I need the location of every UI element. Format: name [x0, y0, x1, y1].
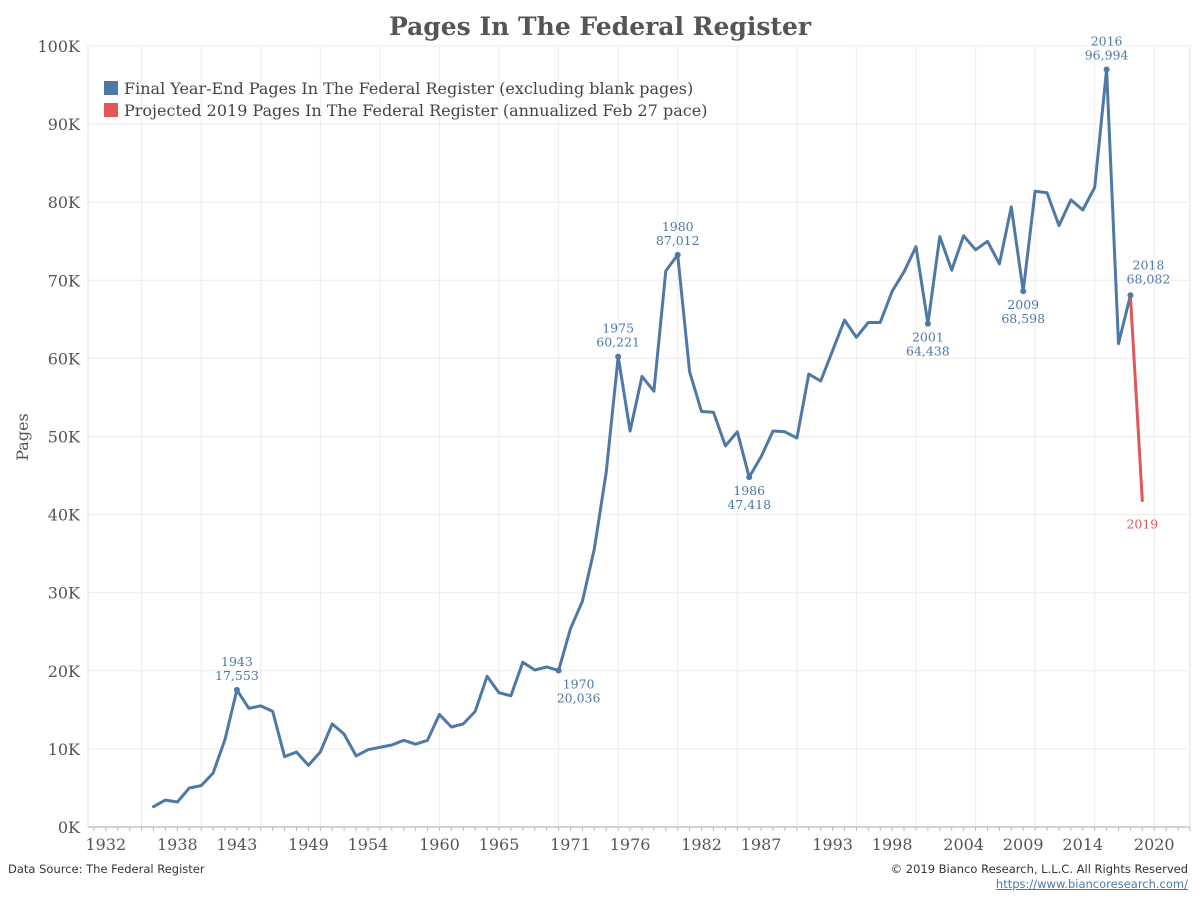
annotation-value: 60,221	[596, 335, 640, 350]
x-tick-label: 2009	[1003, 835, 1044, 854]
x-tick-label: 1976	[610, 835, 651, 854]
annotation-year: 1970	[563, 677, 595, 692]
annotation-value: 68,598	[1001, 311, 1045, 326]
y-tick-label: 10K	[48, 740, 81, 759]
annotation-marker	[1127, 292, 1134, 299]
annotation-marker	[1020, 288, 1027, 295]
x-tick-label: 1938	[157, 835, 198, 854]
y-tick-label: 60K	[48, 349, 81, 368]
annotation-year: 1986	[733, 483, 765, 498]
annotation-marker	[674, 251, 681, 258]
y-axis-label: Pages	[13, 413, 32, 461]
website-link[interactable]: https://www.biancoresearch.com/	[995, 877, 1188, 891]
data-source: Data Source: The Federal Register	[8, 862, 205, 876]
y-tick-label: 30K	[48, 584, 81, 603]
annotation-value: 68,082	[1127, 271, 1171, 286]
annotation-year: 2018	[1133, 257, 1165, 272]
annotation-year: 1975	[602, 321, 634, 336]
annotation-year: 2001	[912, 330, 944, 345]
axes: 0K 10K 20K 30K 40K 50K 60K 70K 80K 90K 100K 1932 193…	[38, 37, 1191, 854]
x-tick-label: 1965	[479, 835, 520, 854]
x-tick-label: 1998	[872, 835, 913, 854]
x-tick-label: 1932	[86, 835, 127, 854]
legend-label-series-0: Final Year-End Pages In The Federal Regi…	[124, 79, 693, 98]
annotation-year: 2009	[1007, 297, 1039, 312]
legend: Final Year-End Pages In The Federal Regi…	[104, 79, 707, 120]
annotation-value: 20,036	[557, 691, 601, 706]
annotation-value: 87,012	[656, 233, 700, 248]
y-tick-label: 70K	[48, 271, 81, 290]
footer-right: © 2019 Bianco Research, L.L.C. All Right…	[891, 862, 1188, 892]
annotation-value: 47,418	[727, 497, 771, 512]
annotation-year: 1980	[662, 219, 694, 234]
x-tick-label: 1949	[288, 835, 329, 854]
series-line-1	[1128, 293, 1144, 502]
y-tick-label: 0K	[58, 818, 81, 837]
x-tick-label: 1993	[812, 835, 853, 854]
x-tick-label: 2020	[1134, 835, 1175, 854]
annotation-value: 17,553	[215, 668, 259, 683]
legend-swatch-series-1	[104, 103, 118, 117]
annotation-marker	[555, 667, 562, 674]
x-tick-label: 2004	[943, 835, 984, 854]
annotation-year: 2016	[1091, 33, 1123, 48]
y-tick-label: 50K	[48, 428, 81, 447]
x-tick-label: 1982	[681, 835, 722, 854]
copyright-text: © 2019 Bianco Research, L.L.C. All Right…	[890, 862, 1188, 876]
annotation-value: 64,438	[906, 344, 950, 359]
annotation-marker	[1103, 66, 1110, 73]
x-tick-label: 1960	[419, 835, 460, 854]
series-line-0	[152, 68, 1132, 809]
annotation-marker	[746, 474, 753, 481]
y-tick-label: 100K	[38, 37, 82, 56]
annotation-year: 1943	[221, 654, 253, 669]
annotation-marker	[924, 320, 931, 327]
y-tick-label: 20K	[48, 662, 81, 681]
annotation-marker	[615, 353, 622, 360]
legend-label-series-1: Projected 2019 Pages In The Federal Regi…	[124, 101, 707, 120]
chart-title: Pages In The Federal Register	[389, 12, 812, 41]
y-tick-label: 90K	[48, 115, 81, 134]
y-tick-label: 40K	[48, 506, 81, 525]
grid	[87, 45, 1191, 828]
x-tick-label: 1987	[741, 835, 782, 854]
x-tick-label: 2014	[1062, 835, 1103, 854]
annotation-marker	[233, 686, 240, 693]
x-tick-label: 1954	[348, 835, 389, 854]
legend-swatch-series-0	[104, 81, 118, 95]
series	[152, 68, 1144, 809]
y-tick-label: 80K	[48, 193, 81, 212]
x-tick-label: 1971	[550, 835, 591, 854]
x-tick-label: 1943	[217, 835, 258, 854]
annotation-year: 2019	[1126, 517, 1158, 532]
annotation-value: 96,994	[1085, 47, 1129, 62]
